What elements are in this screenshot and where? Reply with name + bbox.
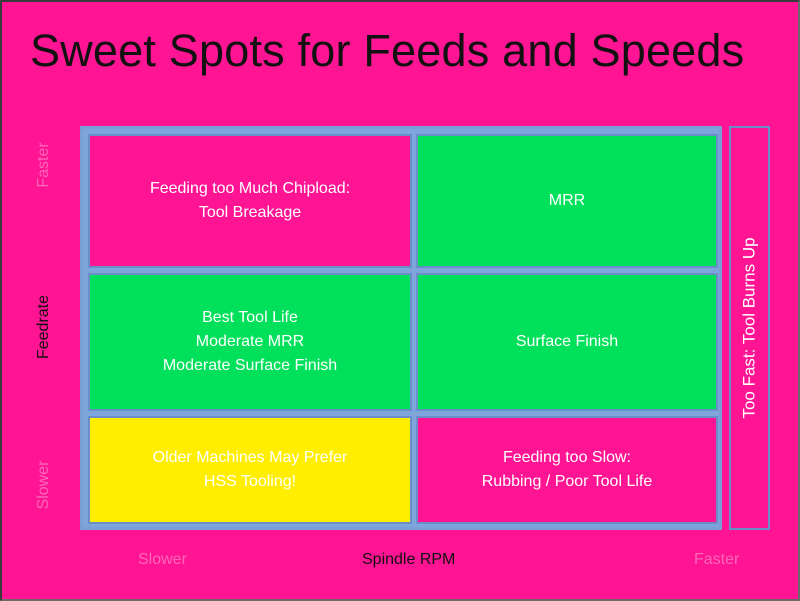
cell-top-left-line-2: Tool Breakage [198, 204, 302, 221]
cell-top-left-line-1: Feeding too Much Chipload: [149, 180, 351, 197]
too-fast-box: Too Fast: Tool Burns Up [729, 126, 770, 530]
slide-title: Sweet Spots for Feeds and Speeds [30, 25, 745, 76]
cell-top-left: Feeding too Much Chipload: Tool Breakage [88, 134, 412, 268]
cell-middle-right: Surface Finish [416, 273, 718, 411]
cell-bottom-left: Older Machines May Prefer HSS Tooling! [88, 416, 412, 524]
cell-middle-left-line-2: Moderate MRR [195, 333, 305, 350]
cell-top-right-line-1: MRR [548, 192, 586, 209]
cell-bottom-left-line-1: Older Machines May Prefer [152, 449, 348, 466]
y-axis-title: Feedrate [35, 294, 52, 360]
too-fast-label: Too Fast: Tool Burns Up [739, 237, 759, 419]
x-axis-high-label: Faster [694, 551, 740, 568]
x-axis-title: Spindle RPM [362, 551, 456, 568]
cell-top-right: MRR [416, 134, 718, 268]
cell-bottom-left-line-2: HSS Tooling! [203, 473, 297, 490]
feeds-speeds-grid: Feeding too Much Chipload: Tool Breakage… [80, 126, 722, 530]
y-axis-high-label: Faster [35, 142, 52, 188]
y-axis-low-label: Slower [35, 460, 52, 510]
cell-bottom-right-line-1: Feeding too Slow: [502, 449, 632, 466]
cell-middle-left: Best Tool Life Moderate MRR Moderate Sur… [88, 273, 412, 411]
cell-middle-right-line-1: Surface Finish [515, 333, 619, 350]
cell-bottom-right-line-2: Rubbing / Poor Tool Life [481, 473, 653, 490]
cell-middle-left-line-3: Moderate Surface Finish [162, 357, 338, 374]
cell-bottom-right: Feeding too Slow: Rubbing / Poor Tool Li… [416, 416, 718, 524]
cell-middle-left-line-1: Best Tool Life [202, 309, 298, 326]
x-axis-low-label: Slower [138, 551, 187, 568]
